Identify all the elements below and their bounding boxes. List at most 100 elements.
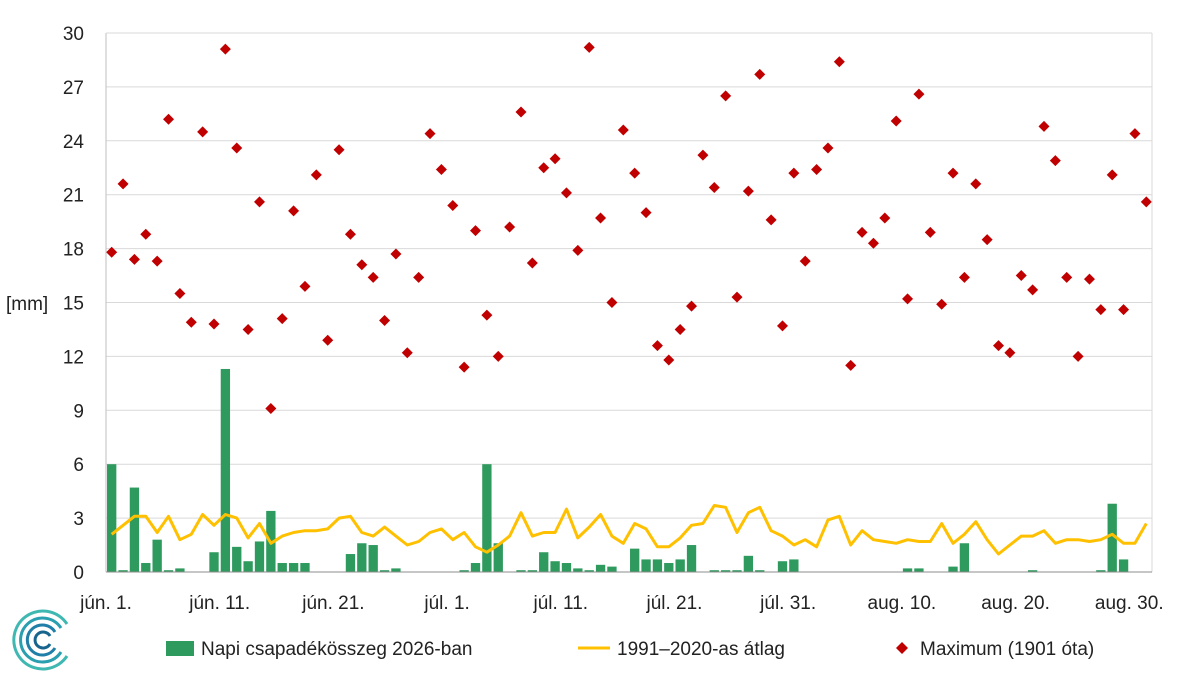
max-point — [515, 106, 527, 118]
max-point — [981, 234, 993, 246]
max-point — [833, 56, 845, 68]
max-point — [629, 167, 641, 179]
max-point — [140, 228, 152, 240]
max-point — [811, 164, 823, 176]
legend-scatter-label: Maximum (1901 óta) — [920, 639, 1094, 660]
max-point — [731, 291, 743, 303]
precip-bar — [561, 563, 572, 572]
precip-bar — [1118, 559, 1129, 572]
precip-bar — [232, 546, 242, 572]
precip-bar — [709, 570, 719, 572]
x-tick-label: aug. 30. — [1095, 593, 1164, 614]
precip-bar — [459, 570, 469, 572]
precip-bar — [493, 543, 503, 572]
x-tick-label: júl. 1. — [423, 593, 469, 614]
y-tick-label: 21 — [63, 186, 84, 207]
x-tick-label: júl. 21. — [645, 593, 702, 614]
precip-bar — [357, 543, 367, 572]
precip-bar — [732, 570, 742, 572]
max-point — [890, 115, 902, 127]
max-point — [128, 253, 140, 265]
max-point — [1106, 169, 1118, 181]
precip-bar — [107, 464, 117, 572]
max-point — [1015, 270, 1027, 282]
grid-lines — [106, 32, 1152, 519]
max-point — [776, 320, 788, 332]
precip-bar — [675, 559, 685, 572]
max-point — [390, 248, 402, 260]
legend-bar-label: Napi csapadékösszeg 2026-ban — [201, 639, 472, 660]
max-point — [151, 255, 163, 267]
precip-bar — [243, 561, 253, 572]
max-point — [253, 196, 265, 208]
tick-labels: 0 3 6 9 12 15 18 21 24 27 30 jún. 1. jún. 11. jún. 21… — [63, 24, 1164, 614]
max-point — [606, 297, 618, 308]
max-point — [697, 149, 709, 161]
legend-bar-swatch — [166, 641, 194, 656]
max-point — [174, 288, 186, 300]
precip-bar — [175, 568, 185, 572]
max-point — [845, 359, 857, 371]
precip-bar — [209, 552, 219, 572]
precip-bar — [755, 570, 765, 572]
precip-bar — [777, 561, 788, 572]
max-point — [310, 169, 322, 181]
max-point — [106, 246, 118, 258]
max-point — [208, 318, 220, 330]
legend: Napi csapadékösszeg 2026-ban 1991–2020-a… — [166, 639, 1094, 660]
max-point — [765, 214, 777, 226]
max-point — [435, 164, 447, 176]
precip-bar — [391, 568, 401, 572]
precip-bar — [368, 545, 378, 572]
max-point — [572, 244, 584, 256]
precip-bar — [641, 559, 651, 572]
y-tick-label: 6 — [73, 455, 84, 476]
precip-bar — [573, 568, 583, 572]
max-point — [1095, 304, 1107, 316]
max-point — [367, 271, 379, 283]
precip-bar — [789, 559, 799, 572]
max-point — [674, 323, 686, 335]
max-point — [663, 354, 675, 366]
precip-bar — [288, 563, 299, 572]
max-point — [1072, 350, 1084, 362]
max-point — [344, 228, 356, 240]
max-point — [867, 237, 879, 249]
precip-bar — [664, 563, 674, 572]
max-point — [993, 340, 1005, 352]
max-point — [1049, 155, 1061, 167]
max-point — [560, 187, 572, 199]
max-point — [924, 226, 936, 238]
max-point — [958, 271, 970, 283]
precip-bar — [595, 564, 606, 572]
max-point — [413, 271, 425, 283]
max-point — [1027, 284, 1039, 296]
y-tick-label: 9 — [73, 401, 84, 422]
precip-bar — [686, 545, 697, 572]
max-point — [492, 350, 504, 362]
y-axis-label: [mm] — [6, 294, 48, 315]
x-tick-label: jún. 11. — [188, 593, 250, 614]
average-line — [110, 504, 1148, 556]
legend-line-label: 1991–2020-as átlag — [617, 639, 785, 660]
max-point — [799, 255, 811, 267]
precip-bar — [254, 541, 265, 572]
precip-bar — [607, 566, 617, 572]
axes — [105, 32, 1153, 573]
max-point — [197, 126, 209, 138]
precip-bar — [652, 559, 663, 572]
max-point — [708, 182, 720, 194]
max-point — [401, 347, 413, 359]
max-point — [242, 323, 254, 335]
max-point — [686, 300, 698, 312]
max-point — [879, 212, 891, 224]
max-point — [1061, 271, 1073, 283]
max-point — [481, 309, 493, 321]
max-point — [617, 124, 629, 136]
max-point — [276, 313, 288, 325]
max-point — [458, 361, 470, 373]
precip-bar — [539, 552, 549, 572]
max-point — [742, 185, 754, 197]
